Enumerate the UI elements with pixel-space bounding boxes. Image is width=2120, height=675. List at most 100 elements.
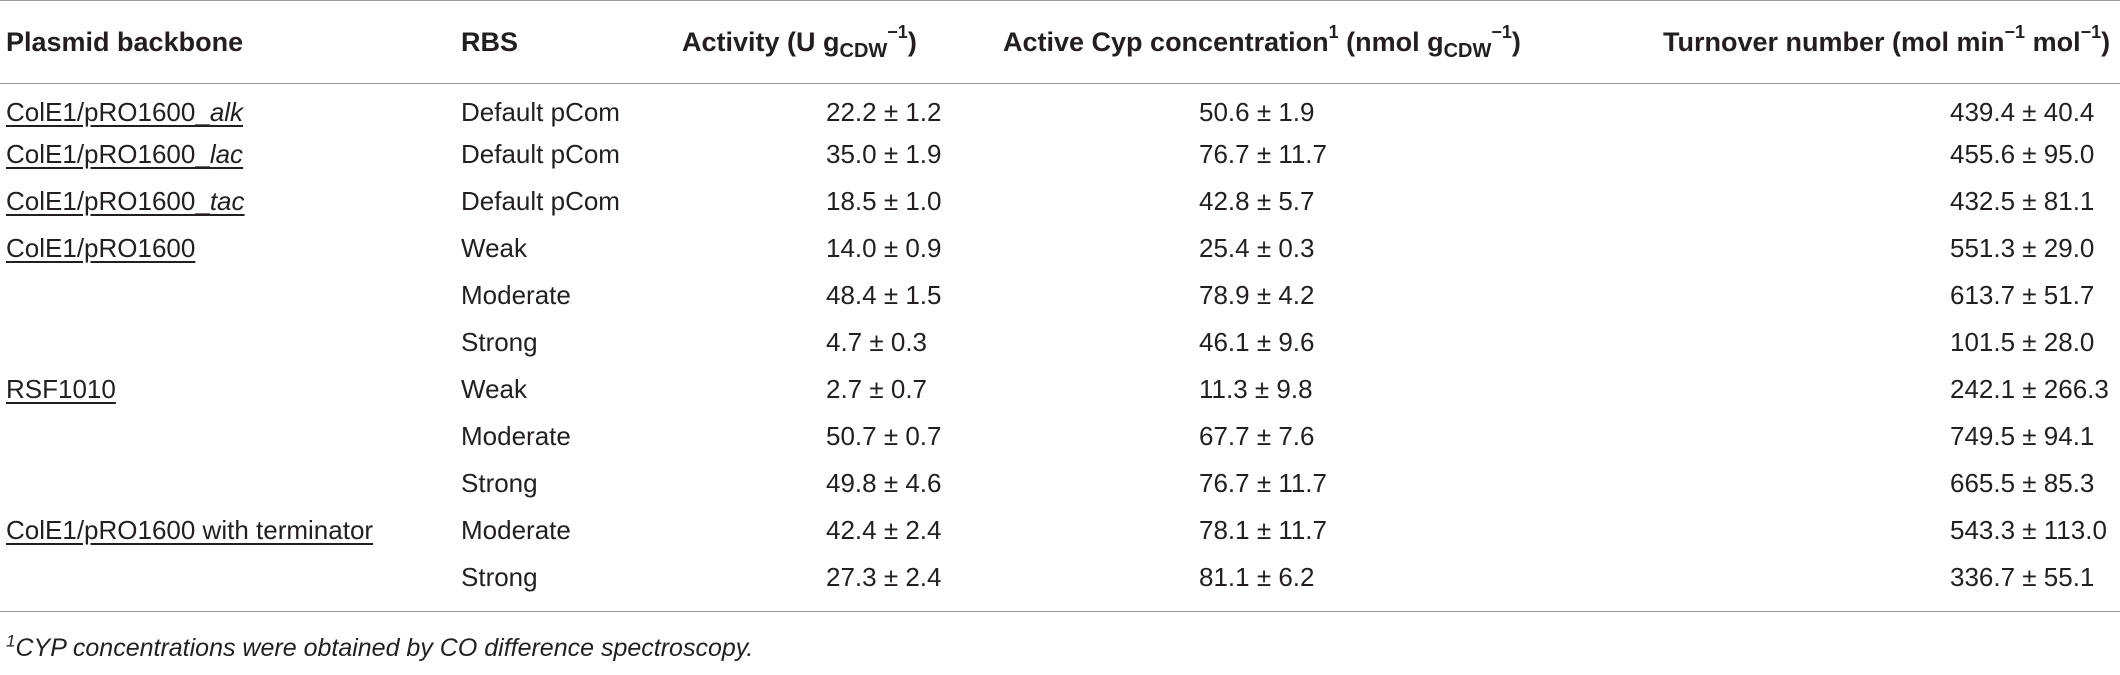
cell-turnover-number-value: 543.3 ± 113.0 [1950,514,2107,545]
cell-activity-value: 14.0 ± 0.9 [826,232,942,263]
cell-turnover-number-value: 101.5 ± 28.0 [1950,326,2095,357]
header-cyp-sup: −1 [1491,21,1512,42]
cell-activity: 42.4 ± 2.4 [666,507,972,554]
table-row: Strong 27.3 ± 2.4 81.1 ± 6.2 336.7 ± 55.1 [0,553,2120,612]
header-turnover-b: mol [2025,26,2081,57]
backbone-name: ColE1/pRO1600_ [6,96,210,127]
cell-rbs: Weak [461,373,527,404]
cell-turnover-number-value: 551.3 ± 29.0 [1950,232,2095,263]
cell-turnover-number: 749.5 ± 94.1 [1623,413,2120,460]
cell-activity: 2.7 ± 0.7 [666,366,972,413]
backbone-promoter: lac [209,138,244,169]
cell-cyp-concentration: 81.1 ± 6.2 [972,553,1623,612]
cell-turnover-number-value: 432.5 ± 81.1 [1950,185,2095,216]
table-row: Strong 49.8 ± 4.6 76.7 ± 11.7 665.5 ± 85.3 [0,460,2120,507]
header-cyp-concentration: Active Cyp concentration1 (nmol gCDW−1) [972,0,1623,84]
cell-cyp-concentration: 76.7 ± 11.7 [972,460,1623,507]
cell-plasmid-backbone [0,460,461,507]
cell-activity-value: 18.5 ± 1.0 [826,185,942,216]
cell-rbs: Strong [461,553,666,612]
cell-activity: 48.4 ± 1.5 [666,272,972,319]
header-activity-sup: −1 [887,21,908,42]
cell-cyp-concentration-value: 78.1 ± 11.7 [1199,514,1327,545]
backbone-link-text: RSF1010 [6,374,116,404]
table-header: Plasmid backbone RBS Activity (U gCDW−1)… [0,0,2120,84]
cell-plasmid-backbone [0,319,461,366]
header-turnover-sup1: −1 [2004,21,2026,42]
backbone-link-text: ColE1/pRO1600_lac [6,139,243,169]
cell-turnover-number-value: 665.5 ± 85.3 [1950,467,2095,498]
table-row: Moderate 50.7 ± 0.7 67.7 ± 7.6 749.5 ± 94.1 [0,413,2120,460]
cell-plasmid-backbone: ColE1/pRO1600_alk [0,84,461,131]
cell-turnover-number: 336.7 ± 55.1 [1623,553,2120,612]
table-row: ColE1/pRO1600 Weak 14.0 ± 0.9 25.4 ± 0.3 551… [0,225,2120,272]
cell-activity-value: 48.4 ± 1.5 [826,279,942,310]
cell-turnover-number-value: 336.7 ± 55.1 [1950,561,2095,592]
header-row: Plasmid backbone RBS Activity (U gCDW−1)… [0,0,2120,84]
cell-cyp-concentration-value: 81.1 ± 6.2 [1199,561,1315,592]
cell-rbs: Strong [461,467,538,498]
cell-activity: 22.2 ± 1.2 [666,84,972,131]
cell-rbs: Strong [461,326,538,357]
header-turnover-number: Turnover number (mol min−1 mol−1) [1623,0,2120,84]
cell-plasmid-backbone [0,413,461,460]
header-activity-sub: CDW [839,39,888,62]
cell-turnover-number: 551.3 ± 29.0 [1623,225,2120,272]
backbone-link-text: ColE1/pRO1600_alk [6,97,243,127]
table-row: ColE1/pRO1600 with terminator Moderate 42.… [0,507,2120,554]
cell-turnover-number-value: 613.7 ± 51.7 [1950,279,2095,310]
header-cyp-close: ) [1511,26,1521,57]
cell-turnover-number: 242.1 ± 266.3 [1623,366,2120,413]
header-cyp-sub: CDW [1443,39,1492,62]
table-row: ColE1/pRO1600_tac Default pCom 18.5 ± 1.0 4… [0,178,2120,225]
cell-activity-value: 2.7 ± 0.7 [826,373,928,404]
table-row: ColE1/pRO1600_alk Default pCom 22.2 ± 1.2 5… [0,84,2120,131]
backbone-link-text: ColE1/pRO1600 with terminator [6,515,373,545]
cell-turnover-number: 455.6 ± 95.0 [1623,131,2120,178]
header-cyp-mid: (nmol g [1338,26,1444,57]
cell-rbs: Default pCom [461,96,620,127]
header-activity-close: ) [907,26,917,57]
cell-cyp-concentration-value: 46.1 ± 9.6 [1199,326,1315,357]
cell-activity: 50.7 ± 0.7 [666,413,972,460]
cell-turnover-number: 543.3 ± 113.0 [1623,507,2120,554]
cell-cyp-concentration: 46.1 ± 9.6 [972,319,1623,366]
cell-activity-value: 50.7 ± 0.7 [826,420,942,451]
header-turnover-sup2: −1 [2080,21,2102,42]
header-activity: Activity (U gCDW−1) [666,0,972,84]
cell-cyp-concentration: 11.3 ± 9.8 [972,366,1623,413]
cell-turnover-number: 613.7 ± 51.7 [1623,272,2120,319]
cell-turnover-number-value: 749.5 ± 94.1 [1950,420,2095,451]
cell-activity-value: 22.2 ± 1.2 [826,96,942,127]
cell-activity-value: 27.3 ± 2.4 [826,561,942,592]
backbone-name: ColE1/pRO1600 with terminator [6,514,374,545]
cell-cyp-concentration-value: 11.3 ± 9.8 [1199,373,1313,404]
backbone-name: ColE1/pRO1600 [6,232,196,263]
cell-rbs: Weak [461,232,527,263]
cell-activity-value: 49.8 ± 4.6 [826,467,942,498]
cell-cyp-concentration: 42.8 ± 5.7 [972,178,1623,225]
table-body: ColE1/pRO1600_alk Default pCom 22.2 ± 1.2 5… [0,84,2120,612]
cell-cyp-concentration: 50.6 ± 1.9 [972,84,1623,131]
backbone-link-text: ColE1/pRO1600 [6,233,195,263]
cell-cyp-concentration: 76.7 ± 11.7 [972,131,1623,178]
cell-activity: 4.7 ± 0.3 [666,319,972,366]
backbone-name: ColE1/pRO1600_ [6,138,210,169]
header-turnover-c: ) [2101,26,2111,57]
cell-activity-value: 4.7 ± 0.3 [826,326,928,357]
cell-rbs: Moderate [461,420,571,451]
cell-rbs: Moderate [461,279,571,310]
cell-activity: 35.0 ± 1.9 [666,131,972,178]
cell-activity: 18.5 ± 1.0 [666,178,972,225]
backbone-promoter: tac [209,185,245,216]
header-cyp-main: Active Cyp concentration [1003,26,1329,57]
table-row: Strong 4.7 ± 0.3 46.1 ± 9.6 101.5 ± 28.0 [0,319,2120,366]
cell-rbs: Moderate [461,514,571,545]
cell-activity: 27.3 ± 2.4 [666,553,972,612]
cell-cyp-concentration-value: 78.9 ± 4.2 [1199,279,1315,310]
cell-cyp-concentration: 78.9 ± 4.2 [972,272,1623,319]
table-row: RSF1010 Weak 2.7 ± 0.7 11.3 ± 9.8 242.1 ± 26… [0,366,2120,413]
backbone-promoter: alk [209,96,244,127]
table-row: Moderate 48.4 ± 1.5 78.9 ± 4.2 613.7 ± 51.7 [0,272,2120,319]
